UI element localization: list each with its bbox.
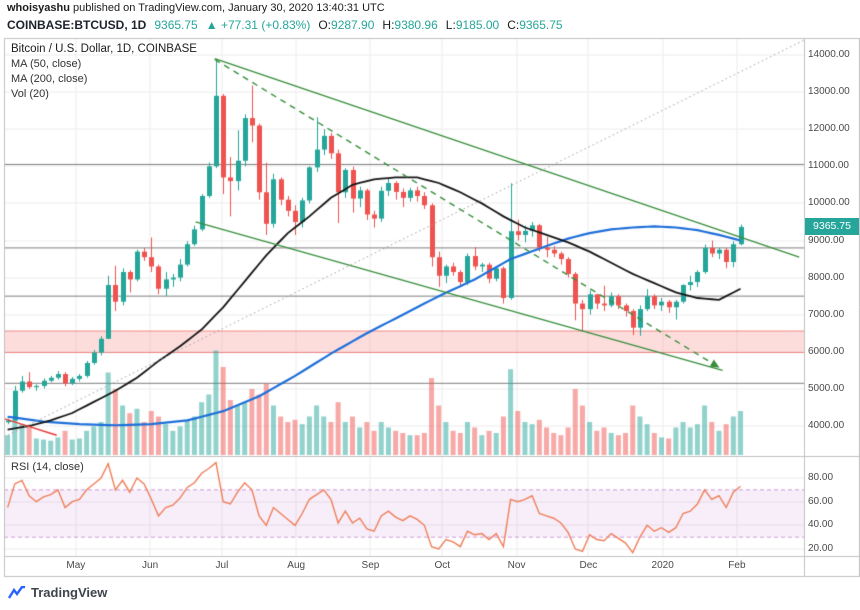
footer-brand[interactable]: TradingView [31, 585, 108, 600]
chart-legend: Bitcoin / U.S. Dollar, 1D, COINBASE MA (… [11, 42, 197, 102]
low-value: 9185.00 [455, 18, 500, 32]
time-tick-label: Feb [728, 560, 746, 571]
footer: TradingView [8, 585, 107, 600]
ticker-low: L:9185.00 [446, 18, 499, 32]
rsi-tick-label: 40.00 [808, 519, 834, 531]
legend-ma50[interactable]: MA (50, close) [11, 58, 82, 70]
price-tick-label: 14000.00 [808, 49, 850, 60]
price-tick-label: 12000.00 [808, 123, 850, 135]
time-tick-label: Sep [361, 560, 380, 571]
time-tick-label: 2020 [651, 560, 674, 571]
close-label: C: [507, 18, 520, 32]
price-tick-label: 6000.00 [808, 345, 845, 357]
time-tick-label: Nov [507, 560, 526, 571]
price-tick-label: 10000.00 [808, 197, 850, 209]
rsi-tick-label: 80.00 [808, 472, 834, 483]
attribution-text: published on TradingView.com, January 30… [69, 2, 385, 14]
legend-volume[interactable]: Vol (20) [11, 88, 49, 100]
ticker-close: C:9365.75 [507, 18, 562, 32]
open-value: 9287.90 [331, 18, 375, 32]
legend-symbol-title[interactable]: Bitcoin / U.S. Dollar, 1D, COINBASE [11, 43, 197, 55]
price-tick-label: 8000.00 [808, 271, 845, 283]
attribution-bar: whoisyashu published on TradingView.com,… [7, 2, 385, 14]
close-value: 9365.75 [519, 18, 563, 32]
time-tick-label: Oct [434, 560, 451, 571]
low-label: L: [445, 18, 456, 32]
ticker-high: H:9380.96 [382, 18, 437, 32]
ticker-last-price: 9365.75 [154, 18, 198, 32]
time-tick-label: Dec [579, 560, 598, 571]
ticker-symbol[interactable]: COINBASE:BTCUSD, 1D [7, 18, 147, 32]
ticker-open: O:9287.90 [318, 18, 374, 32]
ticker-bar: COINBASE:BTCUSD, 1D 9365.75 ▲ +77.31 (+0… [7, 18, 563, 32]
ticker-change: ▲ +77.31 (+0.83%) [205, 18, 311, 32]
legend-ma200[interactable]: MA (200, close) [11, 73, 88, 85]
rsi-tick-label: 20.00 [808, 543, 834, 554]
rsi-tick-label: 60.00 [808, 495, 834, 507]
attribution-author: whoisyashu [7, 2, 70, 14]
high-label: H: [382, 18, 395, 32]
last-price-badge: 9365.75 [805, 217, 859, 235]
price-tick-label: 7000.00 [808, 308, 845, 320]
time-tick-label: Aug [287, 560, 306, 571]
high-value: 9380.96 [394, 18, 438, 32]
price-tick-label: 13000.00 [808, 86, 850, 98]
price-tick-label: 4000.00 [808, 420, 845, 431]
time-tick-label: Jun [142, 560, 159, 571]
rsi-legend[interactable]: RSI (14, close) [11, 461, 84, 473]
price-tick-label: 11000.00 [808, 160, 849, 172]
time-tick-label: Jul [215, 560, 229, 571]
price-tick-label: 5000.00 [808, 382, 845, 394]
open-label: O: [318, 18, 332, 32]
tradingview-logo-icon[interactable] [8, 585, 26, 600]
price-tick-label: 9000.00 [808, 234, 845, 246]
time-tick-label: May [66, 560, 86, 571]
